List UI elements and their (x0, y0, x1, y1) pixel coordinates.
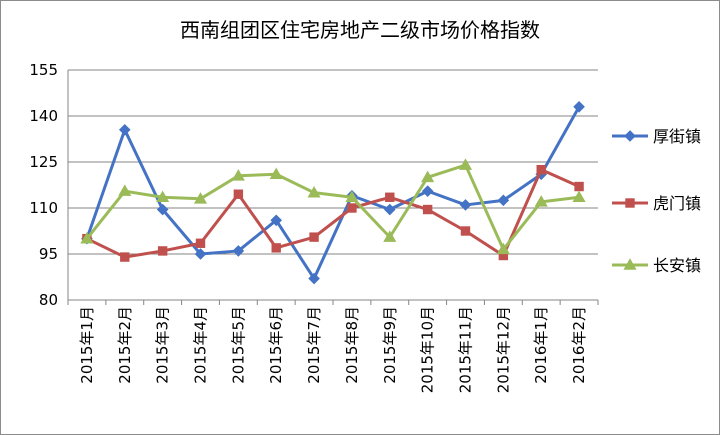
x-tick-label: 2015年8月 (343, 306, 361, 384)
x-tick-label: 2016年2月 (570, 306, 588, 384)
data-point (232, 245, 245, 257)
series-line (85, 106, 581, 281)
data-point (496, 242, 510, 255)
data-point (572, 190, 586, 203)
x-tick-label: 2015年11月 (457, 306, 475, 393)
data-point (624, 130, 636, 142)
data-point (422, 204, 433, 215)
data-point (623, 258, 637, 270)
y-tick-label: 155 (29, 61, 58, 79)
data-point (574, 181, 584, 192)
data-point (194, 248, 207, 260)
x-tick-label: 2015年5月 (229, 306, 247, 384)
chart-title: 西南组团区住宅房地产二级市场价格指数 (180, 18, 540, 42)
data-point (156, 203, 169, 216)
data-point (458, 158, 473, 170)
data-point (383, 203, 396, 216)
data-point (269, 167, 283, 180)
data-point (497, 194, 510, 207)
y-tick-label: 110 (29, 199, 58, 217)
series-line (86, 168, 580, 259)
data-point (421, 185, 434, 197)
x-tick-label: 2015年4月 (192, 306, 210, 384)
x-tick-label: 2015年3月 (154, 306, 172, 384)
data-point (308, 272, 320, 285)
data-point (120, 252, 130, 262)
data-point (156, 190, 170, 203)
data-point (309, 232, 319, 242)
data-point (421, 170, 435, 183)
x-tick-label: 2015年10月 (419, 306, 437, 393)
legend-label: 虎门镇 (653, 194, 701, 213)
data-point (118, 123, 131, 136)
y-tick-label: 140 (29, 107, 58, 125)
data-point (345, 190, 359, 203)
data-point (307, 185, 321, 198)
data-point (383, 230, 397, 242)
data-point (193, 192, 208, 204)
legend-label: 厚街镇 (653, 127, 701, 146)
data-point (385, 192, 395, 202)
series-line (85, 163, 580, 251)
x-tick-label: 2015年12月 (494, 306, 512, 393)
data-point (347, 203, 357, 213)
x-tick-label: 2015年1月 (78, 306, 96, 384)
y-tick-label: 80 (39, 291, 58, 309)
data-point (271, 243, 281, 253)
data-point (233, 189, 244, 199)
y-tick-label: 125 (29, 153, 58, 171)
data-point (625, 198, 635, 208)
data-point (534, 195, 548, 207)
data-point (80, 231, 94, 244)
data-point (195, 238, 206, 248)
data-point (459, 199, 472, 211)
x-tick-label: 2015年2月 (116, 306, 134, 384)
data-point (157, 246, 168, 256)
x-tick-label: 2015年9月 (381, 306, 399, 384)
data-point (270, 214, 283, 227)
x-tick-label: 2015年6月 (267, 306, 285, 384)
x-tick-label: 2015年7月 (305, 306, 323, 384)
data-point (231, 169, 245, 181)
data-point (573, 100, 585, 113)
x-tick-label: 2016年1月 (532, 306, 550, 384)
data-point (536, 164, 546, 175)
data-point (118, 184, 132, 196)
data-point (460, 226, 471, 236)
legend-label: 长安镇 (653, 256, 701, 275)
y-tick-label: 95 (39, 245, 58, 263)
